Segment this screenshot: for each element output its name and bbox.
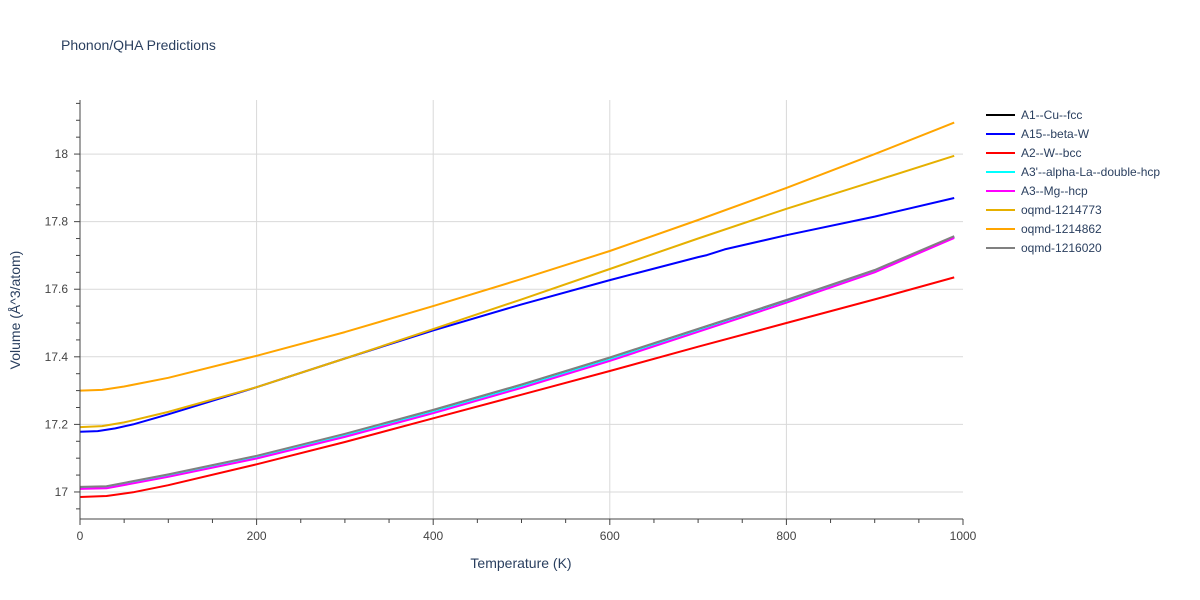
- x-tick-label: 600: [600, 529, 620, 543]
- series-line-a2-w-bcc: [79, 276, 955, 498]
- series-line-a1-cu-fcc: [79, 235, 955, 489]
- x-tick-label: 800: [776, 529, 796, 543]
- legend-item[interactable]: oqmd-1216020: [986, 241, 1102, 255]
- x-tick-label: 1000: [950, 529, 977, 543]
- x-tick-label: 400: [423, 529, 443, 543]
- legend-item[interactable]: A15--beta-W: [986, 127, 1090, 141]
- legend-item[interactable]: A3--Mg--hcp: [986, 184, 1088, 198]
- series-line-a3-mg-hcp: [79, 236, 955, 490]
- x-tick-label: 0: [77, 529, 84, 543]
- series-line-oqmd-1216020: [79, 235, 955, 488]
- legend-label: A3--Mg--hcp: [1021, 184, 1088, 198]
- y-tick-label: 17: [55, 485, 69, 499]
- x-tick-label: 200: [247, 529, 267, 543]
- series-line-a3-alpha-la-double-hcp: [79, 236, 955, 490]
- grid: [80, 100, 963, 519]
- legend-item[interactable]: oqmd-1214773: [986, 203, 1102, 217]
- legend-label: A15--beta-W: [1021, 127, 1090, 141]
- y-tick-label: 17.2: [45, 417, 69, 431]
- y-tick-label: 17.6: [45, 282, 69, 296]
- series-line-oqmd-1214773: [79, 154, 955, 429]
- y-tick-label: 18: [55, 147, 69, 161]
- legend-item[interactable]: oqmd-1214862: [986, 222, 1102, 236]
- legend-label: A3'--alpha-La--double-hcp: [1021, 165, 1160, 179]
- y-tick-label: 17.4: [45, 350, 69, 364]
- legend-label: oqmd-1214862: [1021, 222, 1102, 236]
- axes: 0 200 400 600 800 1000 17 17.2 17.4 17.6 17.8 18: [45, 100, 977, 543]
- chart-title: Phonon/QHA Predictions: [61, 37, 216, 53]
- legend[interactable]: A1--Cu--fcc A15--beta-W A2--W--bcc A3'--alp…: [986, 108, 1160, 255]
- legend-item[interactable]: A2--W--bcc: [986, 146, 1081, 160]
- series-line-oqmd-1214862: [79, 121, 955, 392]
- x-axis-label: Temperature (K): [470, 555, 571, 571]
- legend-label: A1--Cu--fcc: [1021, 108, 1082, 122]
- series-layer: [79, 121, 955, 498]
- legend-label: oqmd-1216020: [1021, 241, 1102, 255]
- y-axis-label: Volume (Å^3/atom): [7, 251, 23, 370]
- legend-label: A2--W--bcc: [1021, 146, 1081, 160]
- legend-label: oqmd-1214773: [1021, 203, 1102, 217]
- series-line-a15-beta-w: [79, 197, 955, 433]
- legend-item[interactable]: A3'--alpha-La--double-hcp: [986, 165, 1160, 179]
- y-tick-label: 17.8: [45, 215, 69, 229]
- legend-item[interactable]: A1--Cu--fcc: [986, 108, 1082, 122]
